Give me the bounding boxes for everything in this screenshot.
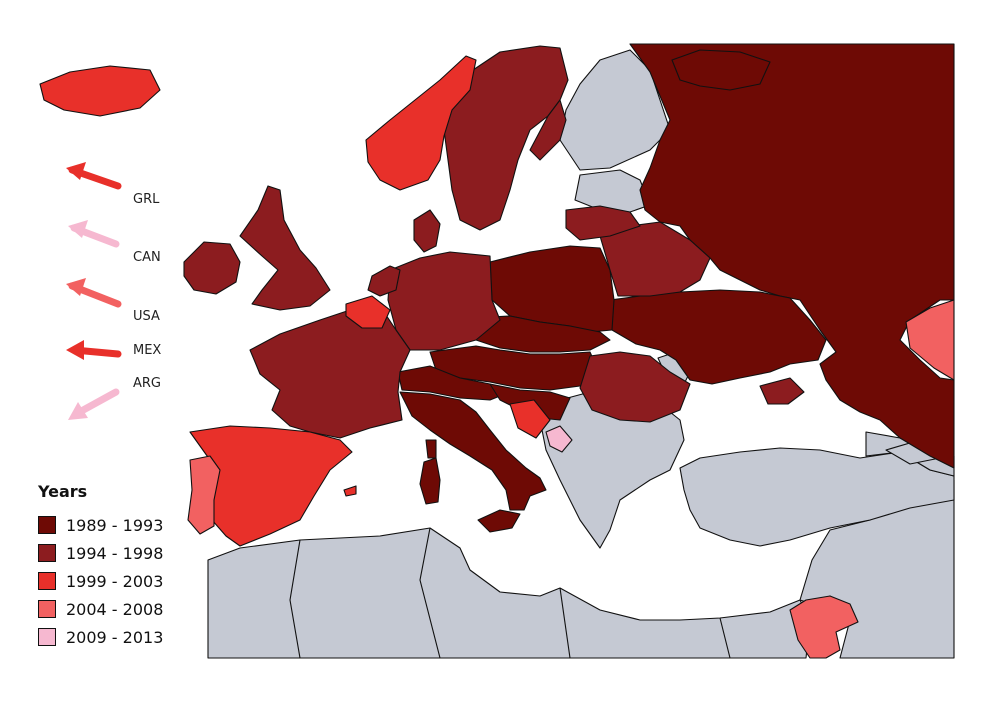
legend-swatch	[38, 628, 56, 646]
italy	[399, 391, 547, 511]
corsica	[425, 439, 437, 459]
maghreb-border-3	[559, 587, 571, 659]
finland-east	[529, 99, 567, 161]
legend-swatch	[38, 516, 56, 534]
legend-item: 2004 - 2008	[38, 598, 163, 620]
denmark	[413, 209, 441, 253]
balearic	[343, 485, 357, 497]
portugal	[187, 455, 221, 535]
turkey	[679, 447, 955, 547]
crimea-region	[759, 377, 805, 405]
montenegro	[545, 425, 573, 453]
norway	[365, 55, 477, 191]
legend-label: 1989 - 1993	[66, 515, 164, 535]
ireland	[183, 241, 241, 295]
legend-swatch	[38, 544, 56, 562]
arrow-grl-icon	[66, 162, 122, 190]
sicily	[477, 509, 521, 533]
romania	[579, 351, 691, 423]
arrow-arg-icon	[68, 388, 120, 420]
czech-slovakia	[469, 315, 611, 353]
netherlands	[367, 265, 401, 297]
belarus	[599, 221, 711, 297]
arrow-label-grl: GRL	[133, 192, 160, 207]
jordan-israel	[789, 595, 859, 659]
arrow-usa-icon	[66, 278, 122, 308]
legend-label: 2009 - 2013	[66, 627, 164, 647]
ukraine	[609, 289, 827, 385]
arrow-label-arg: ARG	[133, 376, 161, 391]
russia	[629, 43, 955, 469]
legend-item: 1994 - 1998	[38, 542, 163, 564]
russia-kola	[671, 49, 771, 91]
legend-label: 2004 - 2008	[66, 599, 164, 619]
germany	[387, 251, 501, 351]
legend-item: 1989 - 1993	[38, 514, 163, 536]
arrow-can-icon	[68, 220, 120, 248]
legend-swatch	[38, 600, 56, 618]
legend-title: Years	[38, 482, 88, 501]
legend-swatch	[38, 572, 56, 590]
legend-label: 1994 - 1998	[66, 543, 164, 563]
arrow-label-can: CAN	[133, 250, 161, 265]
arrow-label-mex: MEX	[133, 343, 162, 358]
legend-item: 1999 - 2003	[38, 570, 163, 592]
lithuania-latvia	[565, 205, 641, 241]
legend-label: 1999 - 2003	[66, 571, 164, 591]
legend-item: 2009 - 2013	[38, 626, 163, 648]
arrow-mex-icon	[66, 340, 122, 360]
russia-southwest-patch	[905, 299, 955, 381]
scandinavia-sweden-finland	[439, 45, 569, 231]
uk	[239, 185, 331, 311]
arrow-label-usa: USA	[133, 309, 160, 324]
maghreb-border-1	[289, 539, 301, 659]
france	[249, 305, 411, 439]
iceland	[39, 65, 161, 117]
maghreb-border-2	[419, 527, 441, 659]
bosnia	[509, 399, 551, 439]
maghreb-border-4	[719, 617, 731, 659]
baltic-states	[574, 169, 651, 213]
belgium	[345, 295, 391, 329]
